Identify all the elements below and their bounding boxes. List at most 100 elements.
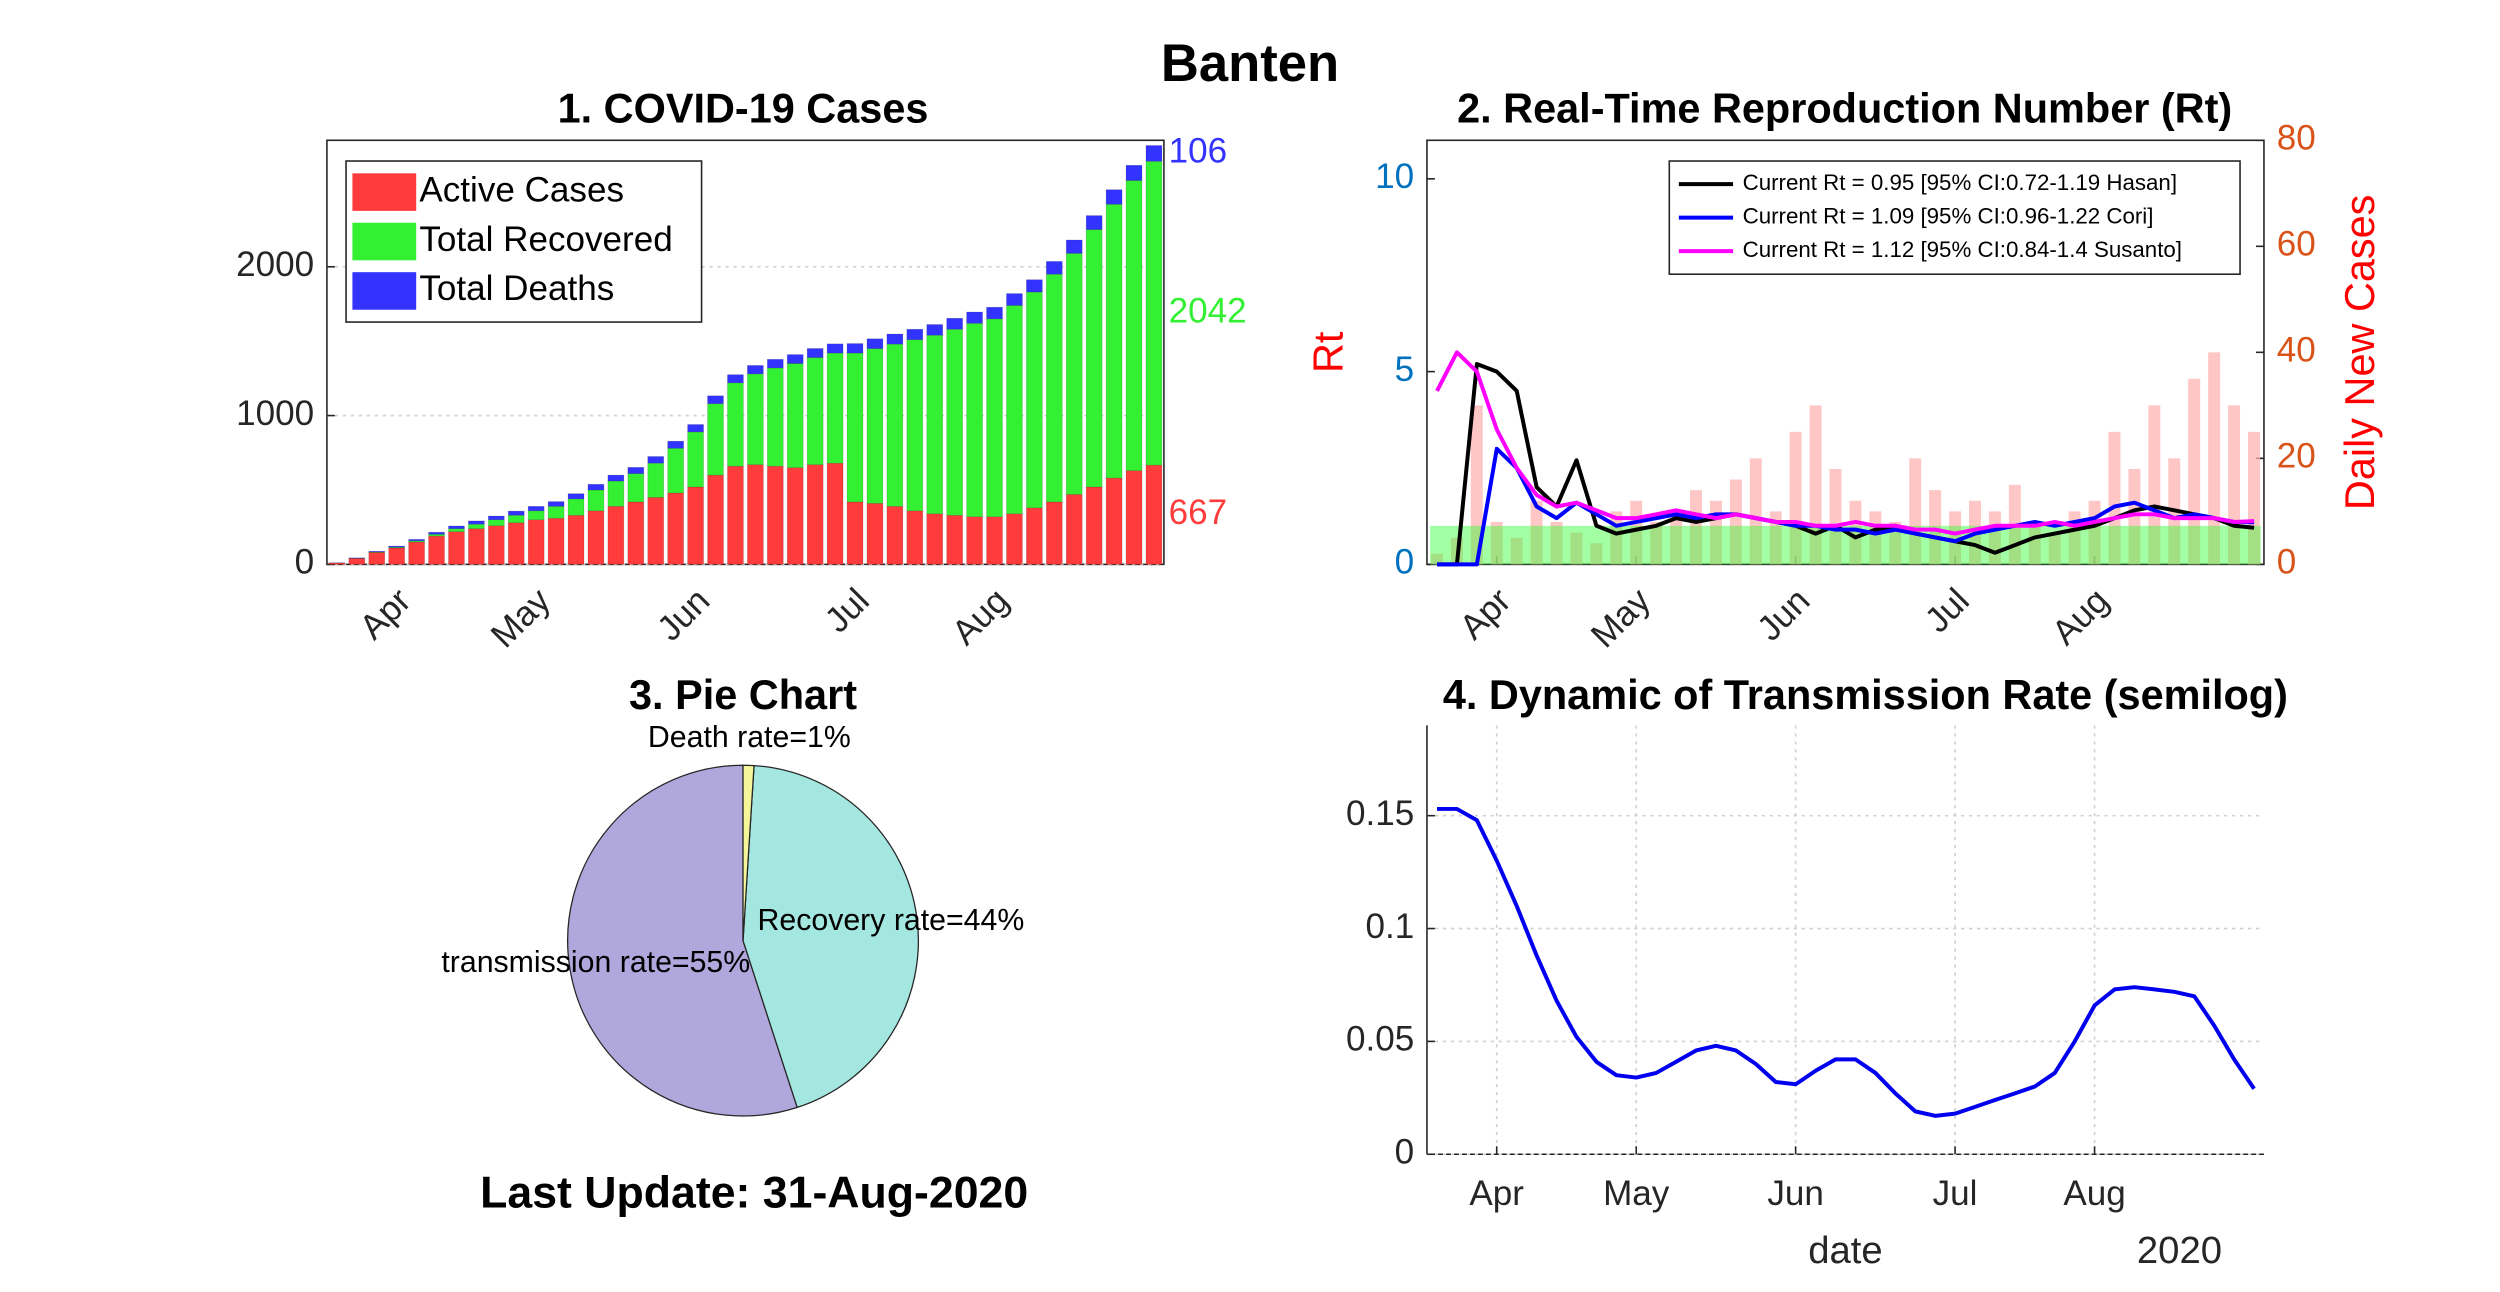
bar	[1085, 486, 1103, 565]
bar	[727, 465, 744, 565]
bar	[567, 493, 585, 500]
bar	[946, 317, 963, 330]
bar	[2108, 431, 2121, 565]
legend-label: Active Cases	[419, 170, 624, 209]
bar	[1145, 145, 1163, 162]
bar	[527, 519, 545, 565]
bar	[806, 348, 824, 358]
bar	[1869, 511, 1882, 565]
bar	[647, 462, 665, 498]
pie-label: Recovery rate=44%	[758, 904, 1025, 937]
bar	[607, 474, 625, 482]
bar	[806, 357, 824, 465]
bar	[826, 352, 844, 464]
bar	[1006, 305, 1023, 515]
y-tick-label: 0	[295, 543, 315, 582]
bar	[1590, 543, 1603, 565]
plot-frame	[326, 139, 1165, 566]
bar	[2248, 431, 2260, 565]
y-tick-label: 5	[1395, 350, 1415, 389]
bar	[1769, 511, 1782, 565]
x-axis-label: date	[1808, 1229, 1882, 1272]
bar	[1829, 468, 1842, 565]
y-tick-label: 1000	[236, 394, 314, 433]
bar	[926, 513, 944, 565]
bar	[667, 447, 684, 494]
bar	[826, 462, 844, 565]
chart-title: 3. Pie Chart	[629, 671, 857, 718]
line	[1435, 350, 2255, 536]
bar	[886, 333, 904, 345]
y-tick-label: 0	[1395, 543, 1415, 582]
bar	[1909, 458, 1922, 565]
bar	[448, 525, 465, 529]
bar	[1709, 500, 1722, 565]
bar	[1510, 537, 1523, 565]
y-tick-label: 0	[1395, 1133, 1415, 1172]
bar	[767, 465, 784, 565]
bar	[1490, 521, 1503, 565]
bar	[1430, 553, 1443, 565]
bar	[368, 552, 386, 565]
x-tick-label: Apr	[1469, 1174, 1524, 1213]
bar	[687, 486, 704, 565]
bar	[986, 306, 1003, 320]
pie-label: Death rate=1%	[648, 721, 851, 754]
bar	[448, 531, 465, 565]
bar	[468, 528, 485, 565]
bar	[488, 525, 505, 565]
x-tick-label: May	[1603, 1174, 1670, 1213]
y-tick-label: 0.05	[1346, 1020, 1414, 1059]
bar	[1630, 500, 1643, 565]
end-value-label: 667	[1169, 493, 1228, 532]
bar	[1690, 490, 1702, 565]
bar	[786, 363, 804, 468]
bar	[567, 498, 585, 516]
footer: Last Update: 31-Aug-2020	[480, 1169, 1028, 1218]
bar	[687, 424, 704, 433]
bar	[667, 440, 684, 449]
pie-slice	[742, 764, 755, 941]
y2-tick-label: 0	[2277, 543, 2297, 582]
bar	[667, 492, 684, 565]
bar	[507, 514, 525, 524]
bar	[2208, 352, 2221, 565]
bar	[1105, 477, 1123, 565]
bar	[986, 516, 1003, 565]
bar	[587, 510, 605, 565]
bar	[388, 545, 405, 548]
bar	[408, 541, 425, 565]
bar	[1988, 511, 2001, 565]
bar	[1789, 431, 1802, 565]
bar	[2188, 378, 2201, 565]
bar	[1650, 521, 1663, 565]
bar	[567, 514, 585, 565]
legend-label: Current Rt = 1.12 [95% CI:0.84-1.4 Susan…	[1743, 237, 2182, 262]
page-title: Banten	[1161, 34, 1339, 93]
y-tick-label: 0.15	[1346, 794, 1414, 833]
bar	[886, 506, 904, 565]
bar	[707, 395, 724, 404]
bar	[1006, 513, 1023, 565]
bar	[448, 528, 465, 532]
bar	[587, 489, 605, 512]
bar	[767, 367, 784, 467]
bar	[1749, 458, 1762, 565]
bar	[2228, 405, 2241, 565]
bar	[1125, 180, 1143, 471]
bar	[786, 354, 804, 364]
bar	[1105, 203, 1123, 479]
bar	[348, 558, 366, 565]
bar	[727, 374, 744, 384]
bar	[786, 467, 804, 565]
x-tick-label: Jun	[1767, 1174, 1824, 1213]
legend-swatch	[352, 173, 417, 211]
bar	[926, 324, 944, 336]
bar	[547, 501, 565, 507]
bar	[767, 359, 784, 369]
end-value-label: 106	[1169, 132, 1228, 171]
bar	[1026, 507, 1043, 565]
legend-swatch	[352, 272, 417, 310]
legend-box	[1668, 160, 2241, 276]
